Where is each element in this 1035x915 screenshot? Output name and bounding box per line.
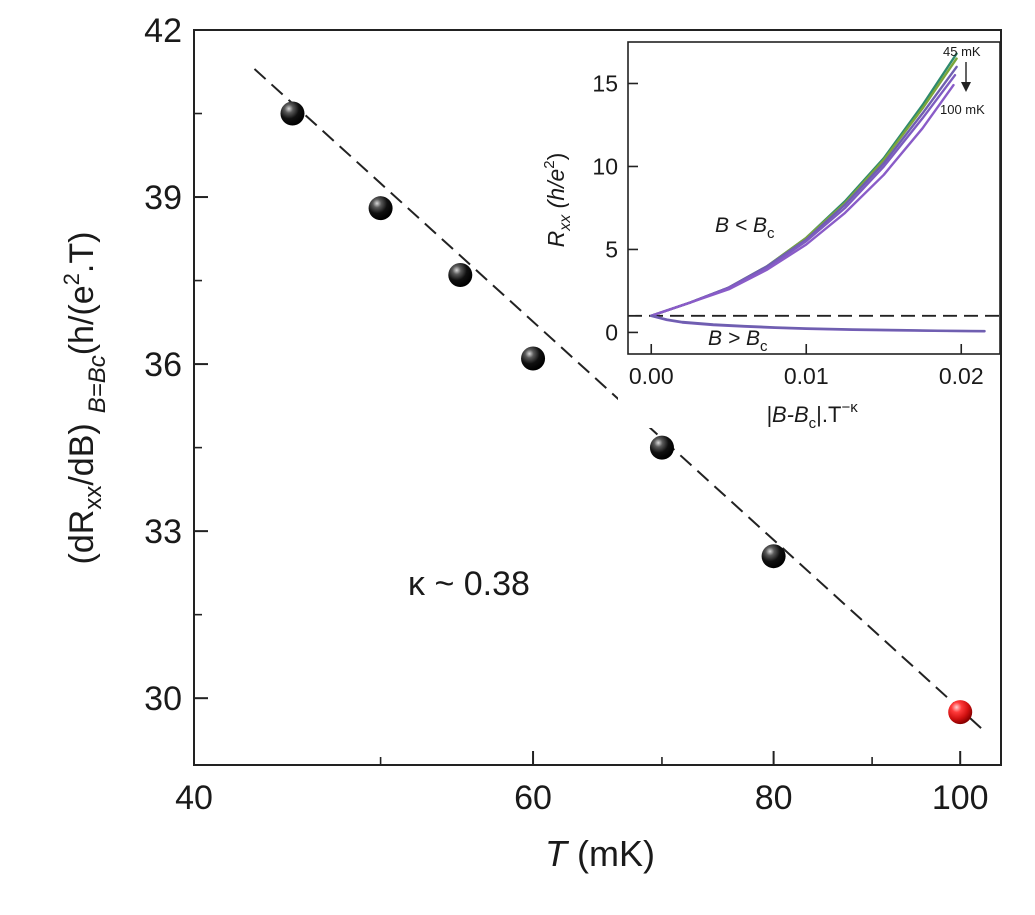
curve-b-greater-bc xyxy=(650,314,986,333)
x-title-unit: (mK) xyxy=(567,833,655,874)
temp-high-label: 45 mK xyxy=(943,44,981,59)
y-title-units: (h/(e xyxy=(63,285,101,355)
inset-y-tick-label: 5 xyxy=(605,236,618,262)
y-title-sub-cond: B=Bc xyxy=(84,355,111,413)
inset-y-axis: 0 5 10 15 xyxy=(592,70,638,345)
inset-y-title-units: (h/e xyxy=(543,169,569,215)
main-plot-frame xyxy=(193,29,1002,766)
kappa-annotation: κ ~ 0.38 xyxy=(408,565,530,603)
inset-x-tick-label: 0.01 xyxy=(784,363,829,389)
label-b-less-bc-sub: c xyxy=(767,225,775,242)
y-tick-label: 33 xyxy=(144,513,182,551)
inset-curves xyxy=(650,52,986,333)
y-title-sup: 2 xyxy=(59,273,84,285)
x-tick-label: 80 xyxy=(755,779,793,817)
y-title-part2: /dB) xyxy=(63,423,101,485)
inset-y-tick-label: 0 xyxy=(605,319,618,345)
temp-low-label: 100 mK xyxy=(940,102,985,117)
data-point xyxy=(649,435,674,460)
inset-y-title-sub: xx xyxy=(557,214,574,232)
inset-y-tick-label: 10 xyxy=(592,153,618,179)
data-point xyxy=(448,263,473,287)
main-x-axis: 40 60 80 100 xyxy=(175,751,989,817)
data-point xyxy=(280,101,305,126)
x-tick-label: 60 xyxy=(514,779,552,817)
inset-x-title-part1: |B-B xyxy=(766,402,808,427)
y-title-part1: (dR xyxy=(63,510,101,565)
label-b-greater-bc-main: B > B xyxy=(708,327,760,350)
inset-y-tick-label: 15 xyxy=(592,70,618,96)
label-b-greater-bc-sub: c xyxy=(760,338,768,355)
inset-plot-frame xyxy=(627,41,1001,355)
y-tick-label: 42 xyxy=(144,12,182,50)
y-tick-label: 36 xyxy=(144,346,182,384)
data-point xyxy=(521,346,546,371)
x-tick-label: 100 xyxy=(932,779,989,817)
main-y-axis: 30 33 36 39 42 xyxy=(144,12,208,718)
y-tick-label: 30 xyxy=(144,680,182,718)
label-b-less-bc-main: B < B xyxy=(715,214,767,237)
label-b-less-bc: B < Bc xyxy=(715,214,775,242)
curve-b-less-bc xyxy=(650,83,955,317)
inset-y-axis-title: Rxx (h/e2) xyxy=(541,153,574,248)
label-b-greater-bc: B > Bc xyxy=(708,327,768,355)
inset-x-title-sup: −κ xyxy=(841,399,858,416)
main-x-axis-title: T (mK) xyxy=(545,833,655,874)
inset-x-title-part2: |.T xyxy=(816,402,841,427)
y-tick-label: 39 xyxy=(144,179,182,217)
y-title-sub-xx: xx xyxy=(80,486,107,510)
inset-y-title-r: R xyxy=(543,231,569,248)
data-points xyxy=(280,101,973,725)
inset-x-axis: 0.00 0.01 0.02 xyxy=(629,344,984,389)
inset-x-title-sub: c xyxy=(809,415,817,432)
data-point xyxy=(761,544,786,569)
temp-arrow-head xyxy=(961,82,971,92)
highlight-data-point xyxy=(948,700,973,725)
inset-y-title-close: ) xyxy=(543,153,569,161)
inset-x-tick-label: 0.02 xyxy=(939,363,984,389)
x-title-var: T xyxy=(545,833,570,874)
inset-x-tick-label: 0.00 xyxy=(629,363,674,389)
main-y-axis-title: (dRxx/dB) B=Bc(h/(e2.T) xyxy=(59,232,111,565)
inset-y-title-sup: 2 xyxy=(541,160,558,168)
x-tick-label: 40 xyxy=(175,779,213,817)
data-point xyxy=(368,196,393,221)
y-title-end: .T) xyxy=(63,232,101,274)
inset-x-axis-title: |B-Bc|.T−κ xyxy=(766,399,858,432)
